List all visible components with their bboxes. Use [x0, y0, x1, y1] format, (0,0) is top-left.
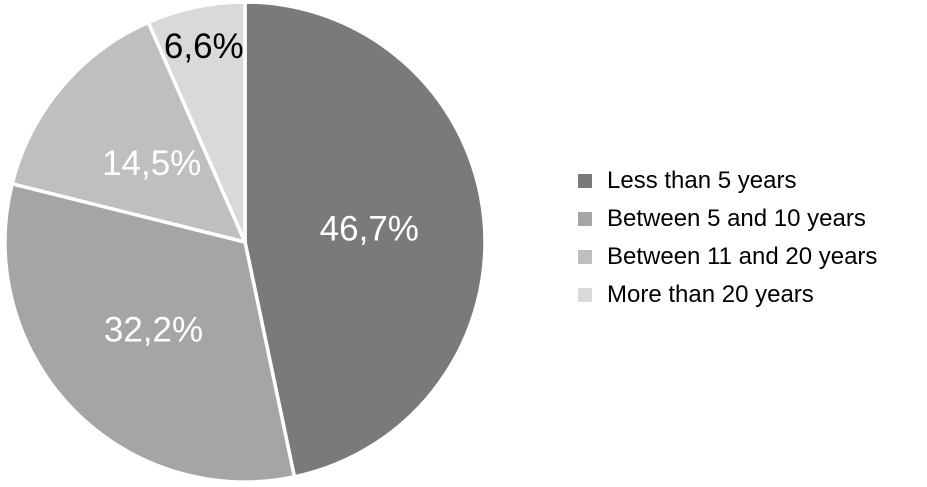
legend: Less than 5 years Between 5 and 10 years…	[578, 167, 877, 308]
pie-slice-label-3: 6,6%	[164, 27, 244, 66]
pie-slice-3	[146, 0, 247, 244]
legend-label: Less than 5 years	[607, 167, 797, 194]
pie-slice-label-2: 14,5%	[102, 144, 201, 183]
pie-slice-2	[10, 20, 247, 244]
legend-label: Between 5 and 10 years	[607, 205, 866, 232]
legend-swatch	[578, 211, 592, 226]
legend-item: Less than 5 years	[578, 167, 877, 194]
pie-slice-label-1: 32,2%	[104, 311, 203, 350]
legend-swatch	[578, 249, 592, 264]
legend-swatch	[578, 287, 592, 302]
legend-label: Between 11 and 20 years	[607, 243, 878, 270]
legend-label: More than 20 years	[607, 281, 814, 308]
pie-slice-0	[243, 0, 487, 479]
legend-item: More than 20 years	[578, 281, 877, 308]
legend-swatch	[578, 173, 592, 188]
pie-slice-label-0: 46,7%	[320, 210, 419, 249]
legend-item: Between 5 and 10 years	[578, 205, 877, 232]
legend-item: Between 11 and 20 years	[578, 243, 877, 270]
pie-slice-1	[3, 182, 297, 484]
